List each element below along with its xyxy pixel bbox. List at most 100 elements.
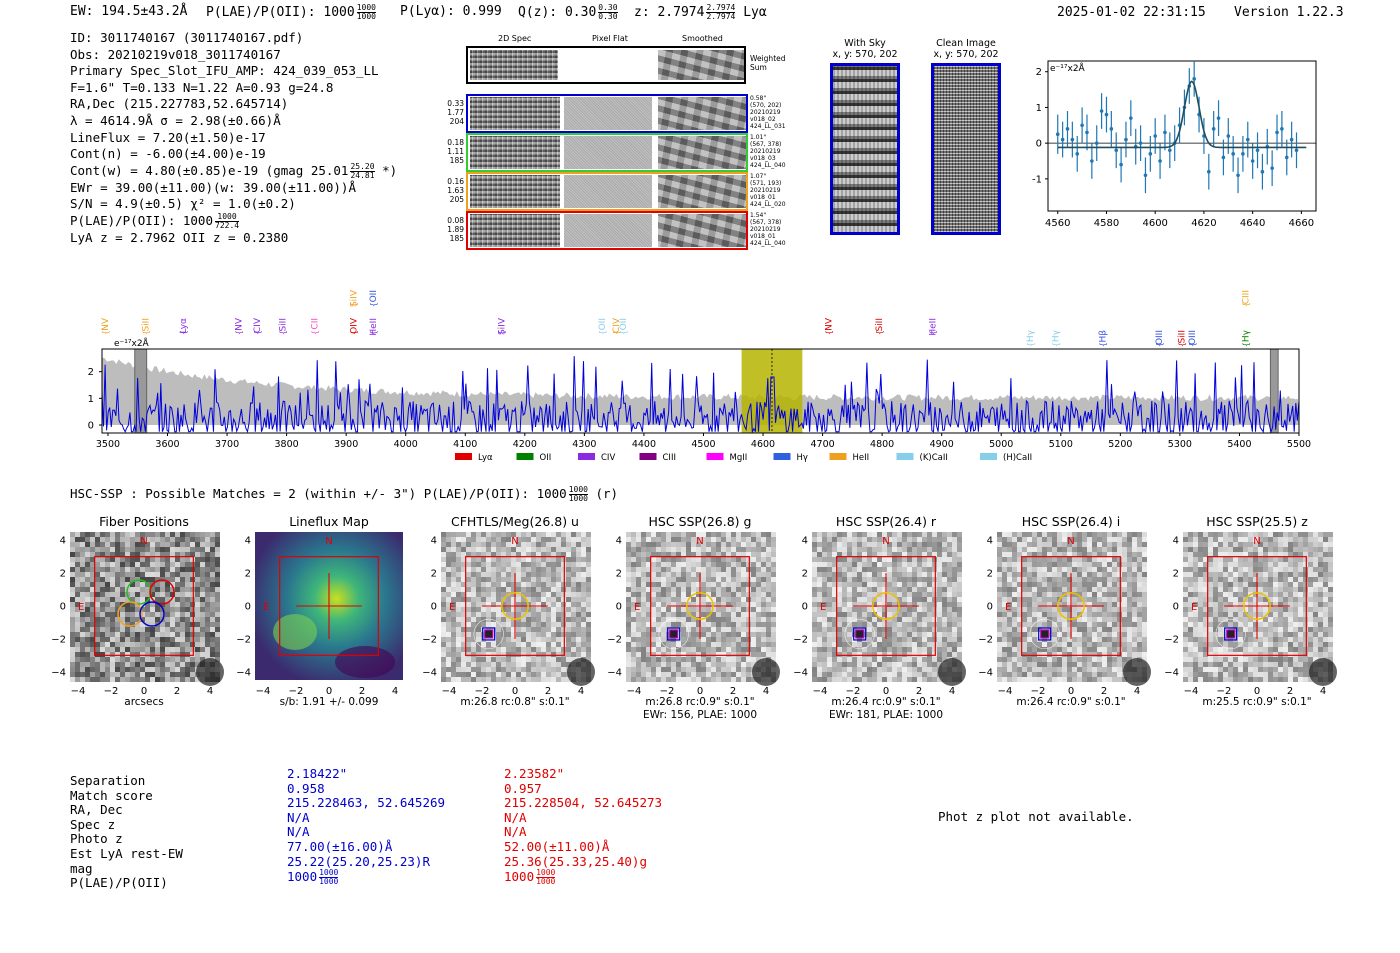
pixel	[531, 587, 536, 592]
pixel	[576, 547, 581, 552]
pixel	[942, 612, 947, 617]
pixel	[190, 607, 195, 612]
pixel	[85, 542, 90, 547]
pixel	[862, 552, 867, 557]
pixel	[756, 552, 761, 557]
pixel	[140, 672, 145, 677]
pixel	[446, 577, 451, 582]
pixel	[696, 632, 701, 637]
pixel	[1022, 547, 1027, 552]
pixel	[1037, 622, 1042, 627]
pixel	[85, 657, 90, 662]
pixel	[1052, 627, 1057, 632]
pixel	[837, 592, 842, 597]
pixel	[1022, 542, 1027, 547]
data-point	[1085, 130, 1089, 135]
pixel	[711, 637, 716, 642]
spec2d-smoothed	[658, 97, 746, 130]
x-tick-label: 2	[174, 686, 180, 697]
pixel	[190, 677, 195, 682]
pixel	[481, 587, 486, 592]
pixel	[1097, 542, 1102, 547]
pixel	[997, 602, 1002, 607]
spec2d-stat: 204	[449, 117, 464, 126]
pixel	[957, 537, 962, 542]
pixel	[165, 562, 170, 567]
pixel	[145, 537, 150, 542]
pixel	[631, 627, 636, 632]
pixel	[471, 622, 476, 627]
pixel	[746, 632, 751, 637]
info-primary: Primary Spec_Slot_IFU_AMP: 424_039_053_L…	[70, 63, 379, 79]
pixel	[466, 662, 471, 667]
header-plae: P(LAE)/P(OII): 1000 1000 1000	[206, 3, 376, 21]
pixel	[526, 572, 531, 577]
cutout-caption: m:26.8 rc:0.9" s:0.1"	[645, 696, 755, 708]
pixel	[165, 597, 170, 602]
pixel	[912, 547, 917, 552]
pixel	[551, 657, 556, 662]
pixel	[1107, 597, 1112, 602]
emission-line-label: CIV	[253, 317, 263, 333]
pixel	[511, 592, 516, 597]
pixel	[1092, 637, 1097, 642]
pixel	[471, 532, 476, 537]
pixel	[195, 537, 200, 542]
pixel	[521, 657, 526, 662]
plot-frame	[101, 348, 1300, 434]
pixel	[842, 602, 847, 607]
pixel	[451, 572, 456, 577]
pixel	[877, 567, 882, 572]
data-point	[1231, 152, 1235, 156]
x-tick-label: 5300	[1168, 439, 1192, 450]
pixel	[451, 587, 456, 592]
pixel	[927, 532, 932, 537]
pixel	[506, 622, 511, 627]
pixel	[1042, 552, 1047, 557]
pixel	[731, 662, 736, 667]
pixel	[85, 582, 90, 587]
pixel	[1037, 552, 1042, 557]
pixel	[190, 532, 195, 537]
pixel	[1122, 582, 1127, 587]
pixel	[857, 592, 862, 597]
pixel	[70, 537, 75, 542]
pixel	[812, 557, 817, 562]
pixel	[135, 617, 140, 622]
pixel	[1057, 637, 1062, 642]
pixel	[115, 657, 120, 662]
pixel	[1002, 602, 1007, 607]
pixel	[872, 667, 877, 672]
pixel	[766, 627, 771, 632]
pixel	[726, 607, 731, 612]
pixel	[516, 577, 521, 582]
pixel	[175, 557, 180, 562]
pixel	[952, 607, 957, 612]
pixel	[1137, 652, 1142, 657]
pixel	[957, 547, 962, 552]
pixel	[90, 672, 95, 677]
pixel	[546, 582, 551, 587]
pixel	[441, 637, 446, 642]
pixel	[135, 672, 140, 677]
pixel	[165, 642, 170, 647]
x-tick-label: 3500	[96, 439, 120, 450]
pixel	[817, 667, 822, 672]
pixel	[205, 552, 210, 557]
pixel	[661, 577, 666, 582]
pixel	[155, 572, 160, 577]
pixel	[1122, 657, 1127, 662]
pixel	[686, 567, 691, 572]
pixel	[110, 567, 115, 572]
pixel	[882, 657, 887, 662]
pixel	[862, 602, 867, 607]
legend-label: (H)CaII	[1003, 453, 1032, 463]
spec2d-meta: 0.58"	[750, 95, 767, 102]
pixel	[506, 607, 511, 612]
pixel	[756, 592, 761, 597]
match-box-blue	[853, 627, 867, 641]
pixel	[726, 582, 731, 587]
pixel	[1122, 547, 1127, 552]
pixel	[817, 647, 822, 652]
pixel	[957, 612, 962, 617]
